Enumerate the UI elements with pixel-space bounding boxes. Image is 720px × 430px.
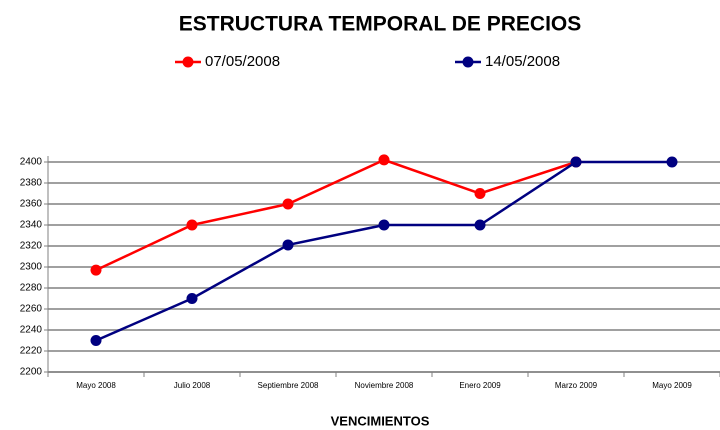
x-tick-label: Enero 2009 — [459, 381, 501, 390]
point — [90, 264, 102, 276]
x-axis-label: VENCIMIENTOS — [331, 413, 430, 428]
x-tick-label: Mayo 2008 — [76, 381, 116, 390]
y-tick-label: 2380 — [20, 178, 43, 189]
point — [186, 293, 198, 304]
legend-label: 14/05/2008 — [485, 53, 560, 70]
y-tick-label: 2340 — [20, 220, 43, 231]
x-tick-label: Septiembre 2008 — [258, 381, 319, 390]
x-tick-label: Noviembre 2008 — [355, 381, 414, 390]
y-tick-label: 2280 — [20, 283, 43, 294]
y-tick-label: 2220 — [20, 346, 43, 357]
point — [378, 219, 390, 231]
y-tick-label: 2300 — [20, 262, 43, 273]
legend-marker — [182, 56, 194, 68]
point — [90, 335, 102, 346]
x-tick-label: Marzo 2009 — [555, 381, 598, 390]
legend-marker — [462, 56, 474, 68]
series-line — [95, 158, 577, 272]
y-tick-label: 2200 — [20, 367, 43, 378]
legend-label: 07/05/2008 — [205, 53, 280, 70]
point — [474, 188, 486, 199]
y-tick-label: 2260 — [20, 304, 43, 315]
y-tick-label: 2240 — [20, 325, 43, 336]
point — [282, 198, 294, 210]
point — [378, 154, 390, 166]
y-tick-label: 2320 — [20, 241, 43, 252]
y-tick-label: 2400 — [20, 157, 43, 168]
point — [570, 156, 582, 168]
point — [186, 219, 198, 231]
point — [282, 239, 294, 251]
y-tick-label: 2360 — [20, 199, 43, 210]
x-tick-label: Julio 2008 — [174, 381, 211, 390]
x-tick-label: Mayo 2009 — [652, 381, 692, 390]
chart-title: ESTRUCTURA TEMPORAL DE PRECIOS — [179, 13, 582, 36]
point — [666, 156, 678, 168]
point — [474, 219, 486, 231]
series-line — [95, 160, 672, 342]
